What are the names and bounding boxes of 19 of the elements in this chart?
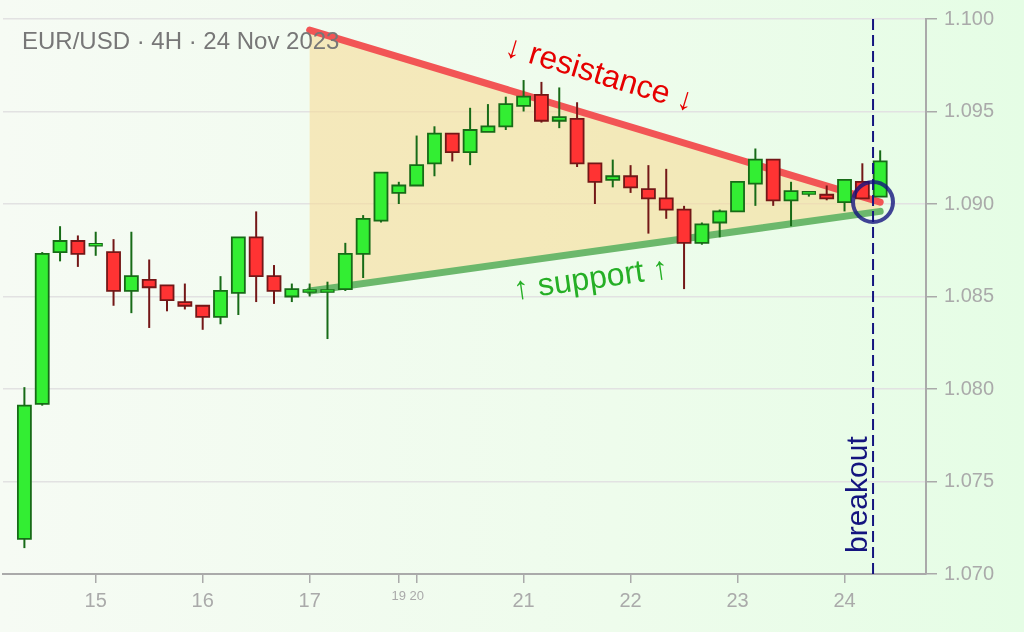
x-tick-label: 15 <box>84 588 107 611</box>
y-tick-label: 1.075 <box>944 469 995 492</box>
annotation: breakout <box>840 435 874 553</box>
x-tick-label: 17 <box>298 588 321 611</box>
x-tick-label: 20 <box>409 588 424 604</box>
chart-title: EUR/USD · 4H · 24 Nov 2023 <box>22 27 340 54</box>
y-tick-label: 1.100 <box>944 6 995 29</box>
y-tick-label: 1.085 <box>944 284 995 307</box>
x-tick-label: 19 <box>391 588 407 604</box>
y-tick-label: 1.095 <box>944 99 995 122</box>
x-tick-label: 16 <box>191 588 214 611</box>
x-tick-label: 22 <box>619 588 642 611</box>
y-tick-label: 1.090 <box>944 191 995 214</box>
y-tick-label: 1.070 <box>944 561 995 584</box>
x-tick-label: 23 <box>726 588 749 611</box>
y-tick-label: 1.080 <box>944 376 995 399</box>
text: ↑ support ↑ <box>510 249 671 307</box>
x-tick-label: 24 <box>833 588 856 611</box>
x-tick-label: 21 <box>512 588 535 611</box>
